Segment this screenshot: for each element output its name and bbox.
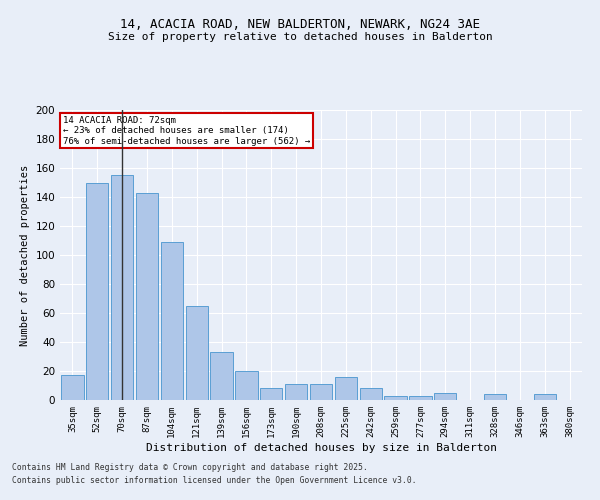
Bar [310,384,332,400]
Text: Size of property relative to detached houses in Balderton: Size of property relative to detached ho… [107,32,493,42]
Bar [61,376,83,400]
Bar [285,384,307,400]
Bar [235,371,257,400]
Bar [86,182,109,400]
Bar [185,306,208,400]
Bar [260,388,283,400]
Text: 14, ACACIA ROAD, NEW BALDERTON, NEWARK, NG24 3AE: 14, ACACIA ROAD, NEW BALDERTON, NEWARK, … [120,18,480,30]
Text: Contains HM Land Registry data © Crown copyright and database right 2025.: Contains HM Land Registry data © Crown c… [12,464,368,472]
Bar [111,176,133,400]
X-axis label: Distribution of detached houses by size in Balderton: Distribution of detached houses by size … [146,442,497,452]
Bar [484,394,506,400]
Bar [136,192,158,400]
Bar [359,388,382,400]
Bar [385,396,407,400]
Text: Contains public sector information licensed under the Open Government Licence v3: Contains public sector information licen… [12,476,416,485]
Bar [409,396,431,400]
Y-axis label: Number of detached properties: Number of detached properties [20,164,30,346]
Bar [533,394,556,400]
Bar [335,377,357,400]
Text: 14 ACACIA ROAD: 72sqm
← 23% of detached houses are smaller (174)
76% of semi-det: 14 ACACIA ROAD: 72sqm ← 23% of detached … [62,116,310,146]
Bar [434,393,457,400]
Bar [161,242,183,400]
Bar [211,352,233,400]
